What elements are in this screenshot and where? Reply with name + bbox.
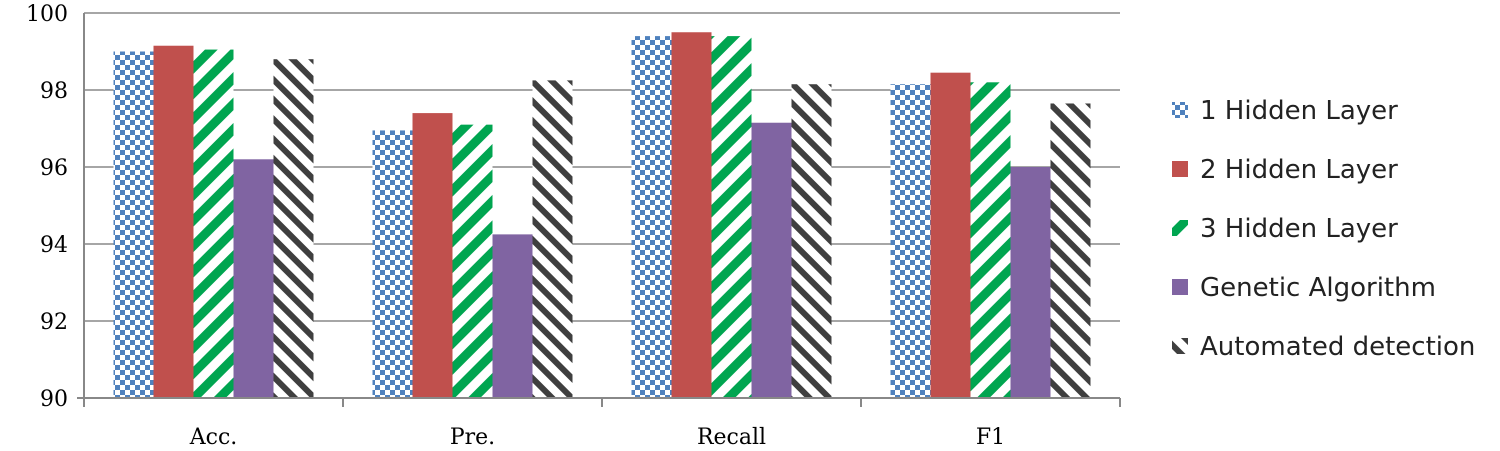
legend-label: Automated detection <box>1200 332 1475 362</box>
legend-item: 1 Hidden Layer <box>1172 96 1398 126</box>
bar-1-hidden-layer-f1 <box>890 84 931 398</box>
legend: 1 Hidden Layer 2 Hidden Layer 3 Hidden Lay… <box>1172 96 1475 362</box>
legend-swatch <box>1172 279 1188 295</box>
bar-automated-detection-pre <box>532 80 573 398</box>
bar-3-hidden-layer-recall <box>711 36 752 398</box>
bar-1-hidden-layer-recall <box>631 36 672 398</box>
y-tick-label: 94 <box>40 233 68 258</box>
bar-genetic-algorithm-acc <box>233 159 274 398</box>
y-tick-label: 90 <box>40 387 68 412</box>
bar-2-hidden-layer-f1 <box>930 72 971 399</box>
legend-swatch <box>1172 102 1188 118</box>
bar-automated-detection-recall <box>791 84 832 398</box>
legend-label: Genetic Algorithm <box>1200 273 1436 303</box>
bar-genetic-algorithm-pre <box>492 234 533 398</box>
legend-swatch <box>1172 338 1188 354</box>
legend-label: 1 Hidden Layer <box>1200 96 1398 126</box>
bar-2-hidden-layer-acc <box>153 45 194 398</box>
y-tick-label: 100 <box>26 2 68 27</box>
y-tick-label: 96 <box>40 156 68 181</box>
bar-genetic-algorithm-f1 <box>1010 167 1051 398</box>
x-tick-labels: Acc. Pre. Recall F1 <box>189 425 1005 450</box>
legend-item: 2 Hidden Layer <box>1172 155 1398 185</box>
legend-label: 2 Hidden Layer <box>1200 155 1398 185</box>
x-tick-label: Acc. <box>189 425 238 450</box>
y-tick-labels: 90 92 94 96 98 100 <box>26 2 68 412</box>
legend-item: 3 Hidden Layer <box>1172 214 1398 244</box>
bar-2-hidden-layer-recall <box>671 32 712 398</box>
bar-3-hidden-layer-pre <box>452 124 493 399</box>
legend-label: 3 Hidden Layer <box>1200 214 1398 244</box>
bar-2-hidden-layer-pre <box>412 113 453 398</box>
bar-3-hidden-layer-acc <box>193 49 234 398</box>
bar-automated-detection-f1 <box>1050 103 1091 398</box>
x-tick-label: F1 <box>976 425 1005 450</box>
bar-1-hidden-layer-acc <box>113 51 154 398</box>
y-tick-label: 98 <box>40 79 68 104</box>
bar-automated-detection-acc <box>273 59 314 398</box>
bar-genetic-algorithm-recall <box>751 122 792 398</box>
bar-3-hidden-layer-f1 <box>970 82 1011 399</box>
legend-swatch <box>1172 161 1188 177</box>
legend-item: Genetic Algorithm <box>1172 273 1436 303</box>
x-tick-label: Pre. <box>450 425 495 450</box>
x-tick-label: Recall <box>697 425 766 450</box>
bar-1-hidden-layer-pre <box>372 130 413 399</box>
y-tick-label: 92 <box>40 310 68 335</box>
bars <box>113 32 1091 399</box>
axes <box>77 13 1121 407</box>
legend-item: Automated detection <box>1172 332 1475 362</box>
legend-swatch <box>1172 220 1188 236</box>
